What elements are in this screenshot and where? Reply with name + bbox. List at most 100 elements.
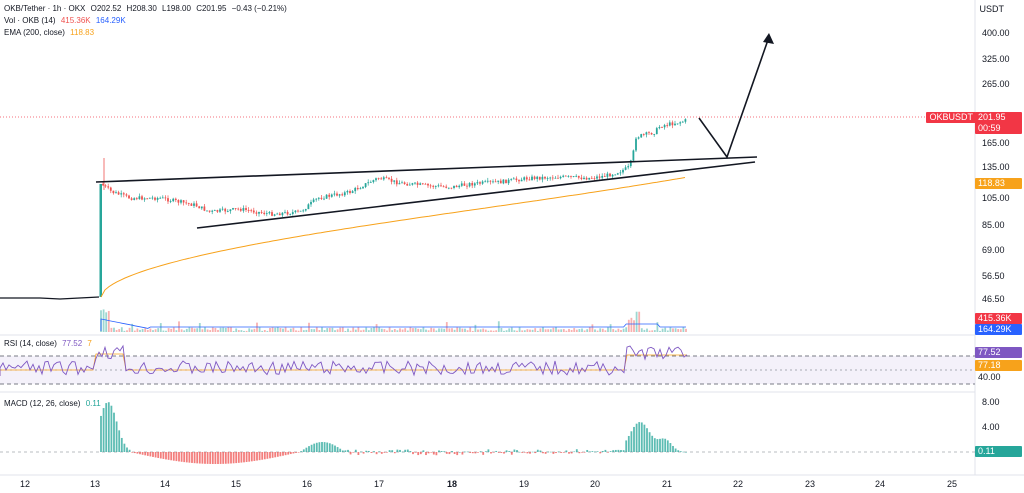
volume-bar (245, 330, 248, 332)
volume-bar (464, 328, 466, 332)
macd-legend: MACD (12, 26, close) 0.11 (4, 398, 104, 409)
candle-body (234, 208, 237, 209)
volume-bar (224, 327, 227, 332)
volume-bar (263, 330, 266, 332)
candle-body (307, 204, 310, 210)
rsi-label[interactable]: RSI (14, close) (4, 339, 57, 348)
volume-bar (648, 330, 651, 332)
macd-label[interactable]: MACD (12, 26, close) (4, 399, 81, 408)
price-axis[interactable]: 400.00 325.00 265.00 165.00 135.00 105.00 85.0… (982, 28, 1010, 304)
last-price-tag: 201.95 00:59 (975, 112, 1022, 134)
volume-bar (542, 327, 544, 332)
currency-label[interactable]: USDT (979, 4, 1005, 14)
candle-body (310, 201, 312, 205)
macd-bar (250, 452, 253, 462)
macd-bar (388, 450, 391, 452)
candle-body (458, 185, 461, 188)
volume-bar (508, 328, 511, 332)
volume-bar (336, 329, 339, 332)
macd-bar (339, 448, 342, 452)
price-axis-label: 265.00 (982, 79, 1010, 89)
candle-body (590, 177, 593, 179)
volume-tag-1: 415.36K (975, 313, 1022, 324)
open-value: 202.52 (96, 4, 122, 13)
candle-body (128, 195, 130, 199)
volume-bar (604, 330, 607, 332)
macd-bar (500, 452, 503, 453)
volume-bar (282, 328, 284, 332)
candle-body (167, 198, 169, 202)
macd-bar (633, 426, 635, 452)
volume-bar (206, 329, 209, 332)
projection-arrow[interactable] (698, 36, 770, 159)
macd-bar (100, 415, 102, 452)
volume-bar (370, 327, 373, 332)
macd-bar (661, 438, 664, 452)
volume-bar (458, 327, 461, 332)
macd-bar (144, 452, 147, 456)
macd-bar (198, 452, 201, 464)
candle-body (447, 187, 450, 189)
time-axis-label: 20 (590, 479, 600, 489)
volume-legend: Vol · OKB (14) 415.36K 164.29K (4, 15, 129, 26)
macd-bar (318, 442, 321, 452)
volume-bar (536, 330, 539, 332)
macd-bar (136, 452, 139, 454)
candle-body (346, 190, 349, 193)
volume-bar (315, 327, 318, 332)
candle-body (580, 177, 583, 180)
volume-value-2: 164.29K (95, 16, 126, 25)
candle-body (185, 202, 188, 204)
volume-bar (560, 329, 563, 332)
macd-bar (685, 451, 687, 453)
volume-bar (414, 327, 417, 332)
macd-bar (414, 452, 417, 453)
volume-bar (469, 327, 472, 332)
macd-bar (638, 422, 641, 452)
ema-label[interactable]: EMA (200, close) (4, 28, 65, 37)
candle-body (640, 134, 643, 138)
macd-bar (432, 452, 435, 455)
macd-bar (230, 452, 232, 464)
volume-bar (581, 328, 583, 332)
macd-bar (341, 450, 344, 452)
volume-label[interactable]: Vol · OKB (14) (4, 16, 56, 25)
candle-body (315, 198, 318, 200)
macd-bar (105, 403, 108, 452)
candle-body (211, 210, 214, 212)
wedge-lower-trendline[interactable] (196, 161, 756, 229)
candle-body (190, 203, 193, 206)
time-axis-label: 17 (374, 479, 384, 489)
macd-bar (352, 452, 355, 453)
macd-bar (295, 452, 297, 453)
volume-bar (575, 329, 578, 332)
price-axis-label: 105.00 (982, 193, 1010, 203)
macd-bar (651, 435, 654, 452)
macd-bar (191, 452, 193, 463)
macd-axis-label: 8.00 (982, 397, 1000, 407)
candle-body (382, 177, 385, 180)
volume-bar (185, 328, 188, 332)
wedge-upper-trendline[interactable] (95, 156, 758, 183)
volume-bar (339, 327, 342, 332)
candle-body (619, 172, 622, 174)
symbol-name[interactable]: OKB/Tether · 1h · OKX (4, 4, 86, 13)
macd-bar (185, 452, 188, 463)
macd-bar (490, 452, 492, 454)
low-value: 198.00 (166, 4, 191, 13)
candle-body (499, 180, 502, 184)
volume-bar (292, 327, 295, 332)
macd-bar (224, 452, 227, 464)
time-axis[interactable]: 12 13 14 15 16 17 18 19 20 21 22 23 24 25 (20, 479, 957, 489)
time-axis-label: 22 (733, 479, 743, 489)
macd-bar (648, 432, 651, 452)
candle-body (440, 185, 442, 187)
macd-bar (271, 452, 274, 458)
macd-bar (562, 452, 565, 453)
macd-bar (146, 452, 149, 456)
macd-bar (308, 446, 310, 452)
volume-bar (557, 329, 560, 332)
volume-bar (107, 310, 110, 332)
volume-bar (243, 330, 245, 332)
